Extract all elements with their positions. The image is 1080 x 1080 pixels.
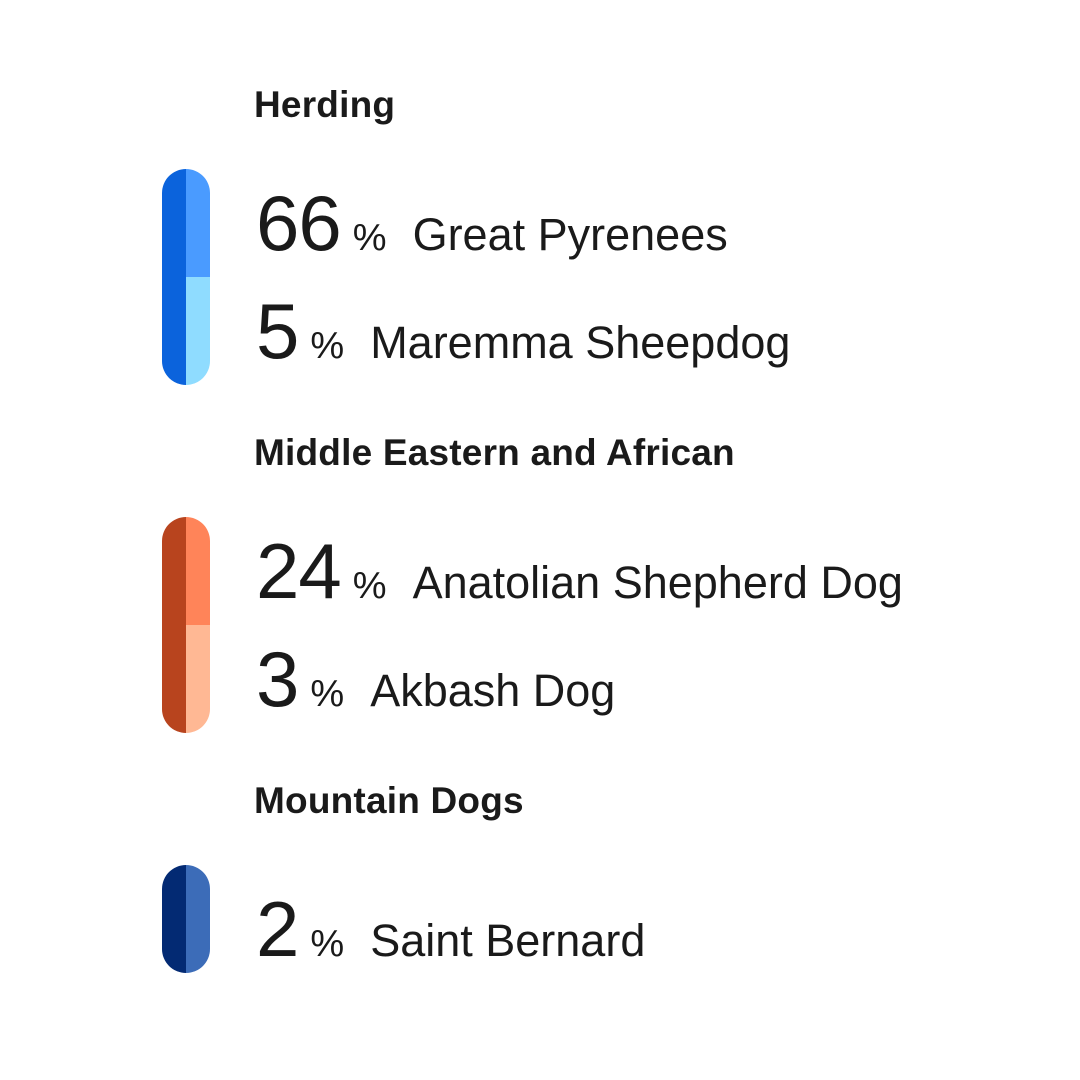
group-title: Middle Eastern and African <box>254 432 735 473</box>
breed-row: 2 % Saint Bernard <box>256 875 645 983</box>
percent-value: 2 <box>256 885 299 973</box>
group-pill-bar <box>162 865 210 973</box>
pill-segment-maremma-sheepdog <box>186 277 210 385</box>
breed-row: 24 % Anatolian Shepherd Dog <box>256 517 903 625</box>
percent-value: 3 <box>256 635 299 723</box>
breed-name: Maremma Sheepdog <box>370 317 791 368</box>
group-pill-bar <box>162 517 210 733</box>
pill-segment-saint-bernard <box>186 865 210 973</box>
percent-value: 5 <box>256 287 299 375</box>
percent-value: 66 <box>256 179 342 267</box>
group-pill-bar <box>162 169 210 385</box>
percent-unit: % <box>310 325 345 367</box>
pill-dark-half <box>162 865 186 973</box>
percent-unit: % <box>352 565 387 607</box>
pill-dark-half <box>162 169 186 385</box>
breed-row: 66 % Great Pyrenees <box>256 169 728 277</box>
percent-unit: % <box>352 217 387 259</box>
breed-row: 5 % Maremma Sheepdog <box>256 277 790 385</box>
group-title: Mountain Dogs <box>254 780 524 821</box>
breed-name: Great Pyrenees <box>412 209 728 260</box>
pill-dark-half <box>162 517 186 733</box>
pill-segment-anatolian-shepherd <box>186 517 210 625</box>
breed-name: Akbash Dog <box>370 665 616 716</box>
breed-name: Anatolian Shepherd Dog <box>412 557 903 608</box>
breed-row: 3 % Akbash Dog <box>256 625 615 733</box>
percent-value: 24 <box>256 527 342 615</box>
percent-unit: % <box>310 923 345 965</box>
pill-segment-great-pyrenees <box>186 169 210 277</box>
percent-unit: % <box>310 673 345 715</box>
pill-segment-akbash-dog <box>186 625 210 733</box>
group-title: Herding <box>254 84 396 125</box>
breed-name: Saint Bernard <box>370 915 646 966</box>
